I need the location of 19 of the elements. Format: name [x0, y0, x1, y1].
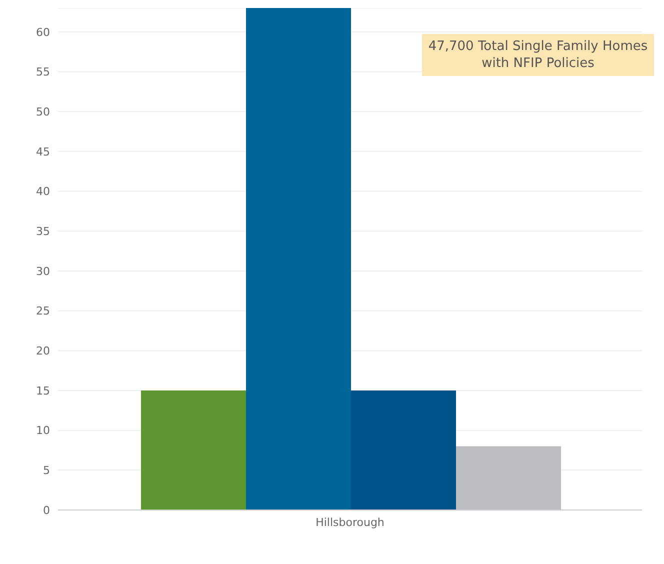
y-tick-label: 20 — [36, 344, 50, 358]
y-tick-label: 50 — [36, 105, 50, 118]
y-tick-label: 30 — [36, 264, 50, 278]
y-tick-label: 15 — [36, 384, 50, 398]
bar — [456, 446, 561, 510]
bar — [351, 390, 456, 510]
y-tick-label: 40 — [36, 185, 50, 198]
y-tick-label: 45 — [36, 145, 50, 158]
bar — [141, 390, 246, 510]
y-tick-label: 25 — [36, 304, 50, 318]
y-tick-label: 55 — [36, 66, 50, 79]
annotation: 47,700 Total Single Family Homes with NFIP Policies — [422, 34, 654, 76]
y-tick-label: 0 — [43, 504, 50, 517]
y-tick-label: 35 — [36, 225, 50, 238]
y-tick-label: 5 — [43, 464, 50, 478]
y-tick-label: 10 — [36, 424, 50, 438]
y-tick-label: 60 — [36, 26, 50, 39]
x-tick-label: Hillsborough — [316, 516, 384, 529]
bar — [246, 8, 351, 510]
